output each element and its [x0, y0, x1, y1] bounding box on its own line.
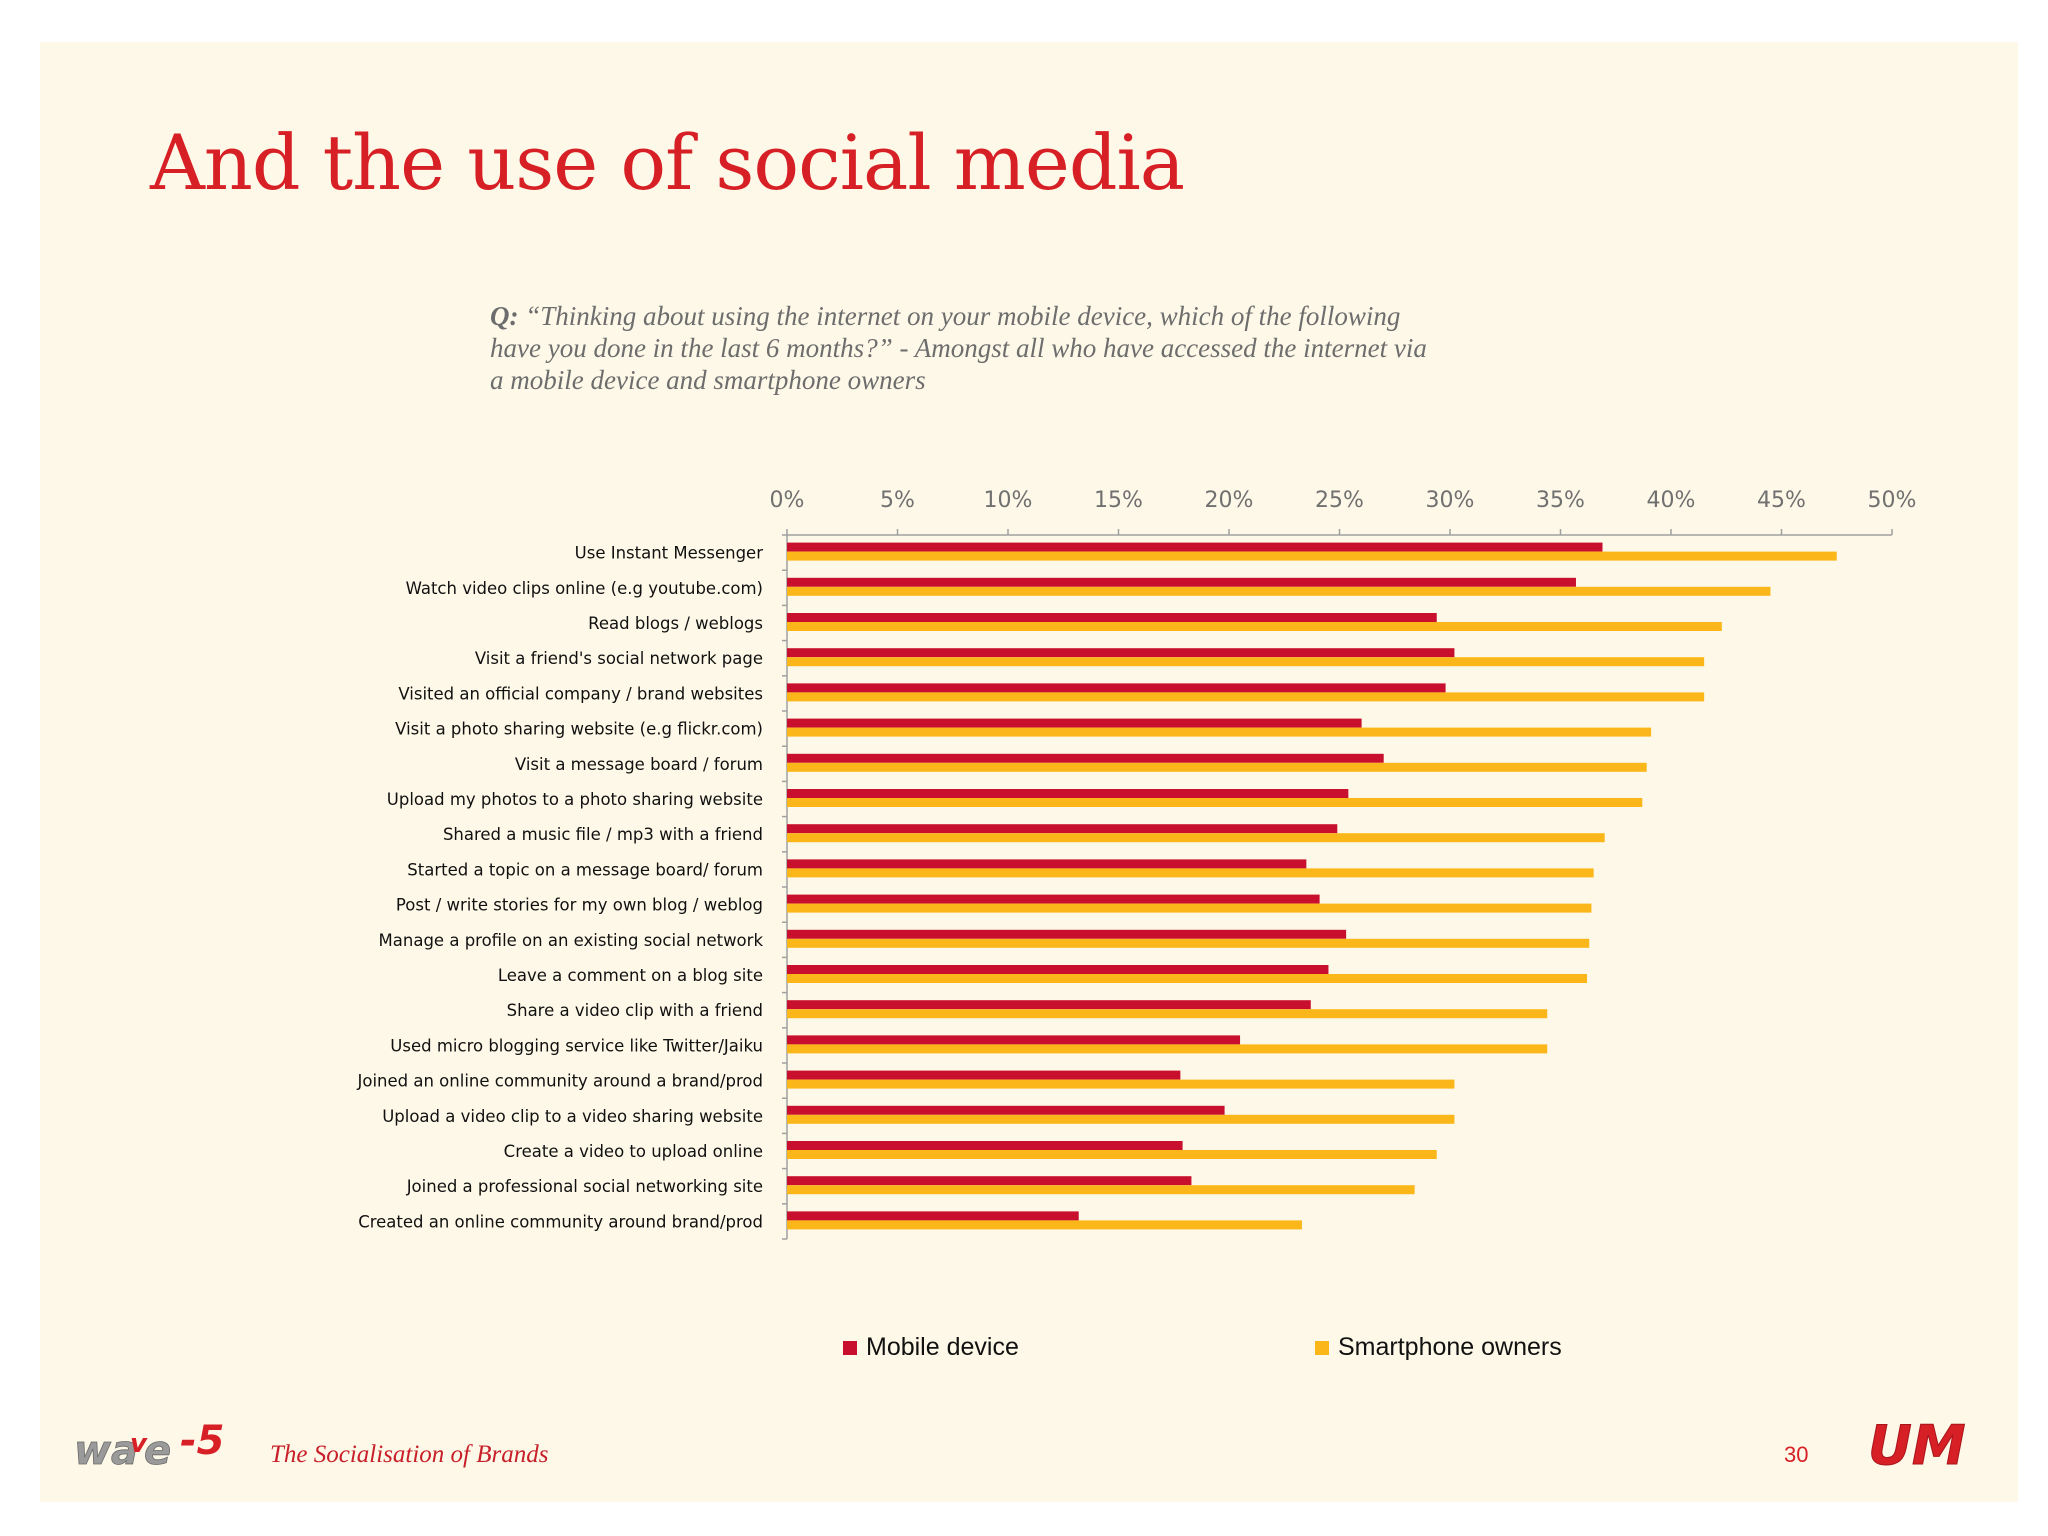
- svg-text:wa: wa: [74, 1428, 138, 1474]
- footer-caption: The Socialisation of Brands: [270, 1441, 549, 1468]
- bar-mobile-device: [787, 613, 1437, 622]
- category-label: Started a topic on a message board/ foru…: [407, 860, 763, 879]
- category-label: Create a video to upload online: [504, 1142, 763, 1161]
- category-label: Upload a video clip to a video sharing w…: [382, 1107, 763, 1126]
- category-label: Created an online community around brand…: [358, 1212, 763, 1231]
- bar-mobile-device: [787, 1105, 1225, 1115]
- x-tick-label: 40%: [1647, 488, 1696, 513]
- legend-item-mobile: Mobile device: [843, 1333, 1019, 1362]
- chart-legend: Mobile device Smartphone owners: [843, 1333, 1603, 1373]
- bar-mobile-device: [787, 965, 1329, 974]
- svg-text:e: e: [144, 1428, 171, 1474]
- bar-mobile-device: [787, 542, 1603, 552]
- x-tick-label: 5%: [880, 488, 915, 513]
- bar-smartphone-owners: [787, 903, 1592, 913]
- category-label: Used micro blogging service like Twitter…: [390, 1036, 763, 1055]
- bar-smartphone-owners: [787, 1044, 1548, 1054]
- question-prefix: Q:: [490, 301, 519, 331]
- bar-smartphone-owners: [787, 1114, 1455, 1124]
- category-label: Visit a friend's social network page: [475, 649, 763, 668]
- bar-mobile-device: [787, 753, 1384, 763]
- slide-title: And the use of social media: [150, 118, 1185, 207]
- legend-item-smartphone: Smartphone owners: [1315, 1333, 1562, 1362]
- x-tick-label: 35%: [1536, 488, 1585, 513]
- x-tick-label: 30%: [1426, 488, 1475, 513]
- category-label: Watch video clips online (e.g youtube.co…: [406, 579, 763, 598]
- bar-smartphone-owners: [787, 868, 1594, 878]
- category-label: Visit a message board / forum: [515, 755, 763, 774]
- bar-mobile-device: [787, 929, 1347, 939]
- x-tick-label: 20%: [1205, 488, 1254, 513]
- bar-mobile-device: [787, 1211, 1079, 1221]
- wave5-logo: wa v e -5: [74, 1418, 225, 1474]
- bar-mobile-device: [787, 859, 1307, 869]
- bar-smartphone-owners: [787, 1185, 1415, 1195]
- category-label: Share a video clip with a friend: [507, 1001, 763, 1020]
- category-label: Joined a professional social networking …: [406, 1177, 763, 1196]
- svg-text:v: v: [130, 1429, 148, 1459]
- bar-smartphone-owners: [787, 974, 1588, 983]
- x-tick-label: 0%: [770, 488, 805, 513]
- x-tick-label: 50%: [1868, 488, 1917, 513]
- category-label: Use Instant Messenger: [575, 544, 764, 563]
- bar-smartphone-owners: [787, 1220, 1302, 1230]
- question-text: “Thinking about using the internet on yo…: [490, 301, 1427, 395]
- legend-swatch-mobile: [843, 1340, 857, 1355]
- bar-mobile-device: [787, 577, 1576, 587]
- bar-smartphone-owners: [787, 727, 1652, 737]
- bar-smartphone-owners: [787, 762, 1647, 772]
- category-label: Upload my photos to a photo sharing webs…: [387, 790, 763, 809]
- category-label: Read blogs / weblogs: [588, 614, 763, 633]
- bar-mobile-device: [787, 718, 1362, 728]
- bar-mobile-device: [787, 894, 1320, 904]
- bar-mobile-device: [787, 1035, 1241, 1045]
- bar-smartphone-owners: [787, 798, 1643, 807]
- bar-mobile-device: [787, 824, 1338, 834]
- svg-text:-5: -5: [180, 1418, 224, 1464]
- x-tick-label: 45%: [1757, 488, 1806, 513]
- bar-mobile-device: [787, 1000, 1311, 1010]
- category-label: Manage a profile on an existing social n…: [379, 931, 764, 950]
- bar-mobile-device: [787, 1070, 1181, 1080]
- page-number: 30: [1784, 1442, 1809, 1467]
- x-tick-label: 10%: [984, 488, 1033, 513]
- category-label: Joined an online community around a bran…: [357, 1072, 764, 1091]
- bar-mobile-device: [787, 683, 1446, 693]
- bar-smartphone-owners: [787, 833, 1605, 843]
- category-label: Shared a music file / mp3 with a friend: [443, 825, 763, 844]
- category-label: Leave a comment on a blog site: [498, 966, 763, 985]
- bar-mobile-device: [787, 789, 1349, 798]
- bar-smartphone-owners: [787, 692, 1705, 702]
- svg-text:UM: UM: [1868, 1414, 1966, 1474]
- legend-swatch-smartphone: [1315, 1340, 1329, 1355]
- legend-label-smartphone: Smartphone owners: [1338, 1333, 1562, 1361]
- bar-smartphone-owners: [787, 586, 1771, 596]
- bar-smartphone-owners: [787, 938, 1590, 948]
- bar-mobile-device: [787, 1141, 1183, 1150]
- bar-smartphone-owners: [787, 1079, 1455, 1089]
- bar-smartphone-owners: [787, 657, 1705, 667]
- category-label: Visited an official company / brand webs…: [398, 684, 763, 703]
- category-label: Post / write stories for my own blog / w…: [396, 896, 763, 915]
- x-tick-label: 15%: [1094, 488, 1143, 513]
- x-tick-label: 25%: [1315, 488, 1364, 513]
- legend-label-mobile: Mobile device: [866, 1333, 1019, 1361]
- slide-background: [40, 42, 2018, 1502]
- bar-mobile-device: [787, 648, 1455, 658]
- bar-mobile-device: [787, 1176, 1192, 1186]
- um-logo: UM: [1868, 1414, 1967, 1474]
- bar-smartphone-owners: [787, 551, 1837, 561]
- bar-smartphone-owners: [787, 1150, 1437, 1159]
- category-label: Visit a photo sharing website (e.g flick…: [395, 720, 763, 739]
- bar-smartphone-owners: [787, 622, 1722, 631]
- survey-question: Q: “Thinking about using the internet on…: [490, 300, 1440, 396]
- bar-smartphone-owners: [787, 1009, 1548, 1019]
